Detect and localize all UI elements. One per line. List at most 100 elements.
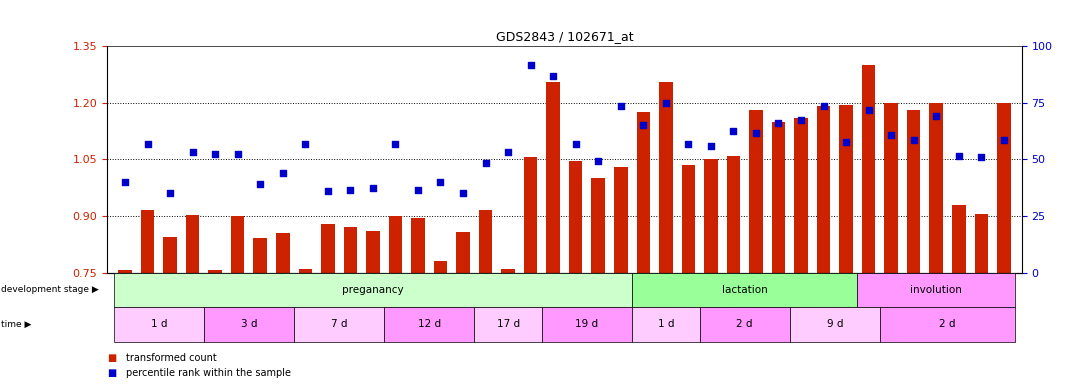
Bar <box>907 110 920 273</box>
Bar <box>456 232 470 273</box>
Bar <box>632 307 700 342</box>
Point <box>364 185 381 191</box>
Point <box>522 62 539 68</box>
Text: development stage ▶: development stage ▶ <box>1 285 98 295</box>
Bar <box>524 157 537 273</box>
Point <box>612 103 629 109</box>
Point <box>274 169 291 175</box>
Bar <box>880 307 1015 342</box>
Point <box>793 117 810 123</box>
Bar <box>321 224 335 273</box>
Point <box>319 189 336 195</box>
Bar <box>186 215 199 273</box>
Bar <box>794 118 808 273</box>
Bar <box>478 210 492 273</box>
Point <box>432 179 449 185</box>
Bar <box>276 233 290 273</box>
Point <box>815 103 832 109</box>
Point <box>635 122 652 129</box>
Point <box>995 137 1012 144</box>
Bar <box>343 227 357 273</box>
Text: 2 d: 2 d <box>939 319 956 329</box>
Point <box>139 141 156 147</box>
Point <box>387 141 404 147</box>
Bar <box>299 269 312 273</box>
Bar <box>682 165 696 273</box>
Point <box>838 139 855 146</box>
Text: time ▶: time ▶ <box>1 320 31 329</box>
Text: involution: involution <box>911 285 962 295</box>
Point <box>500 149 517 155</box>
Bar <box>857 273 1015 307</box>
Bar <box>861 65 875 273</box>
Bar <box>164 237 177 273</box>
Bar <box>411 218 425 273</box>
Bar <box>790 307 880 342</box>
Bar <box>930 103 943 273</box>
Point <box>207 151 224 157</box>
Point <box>477 160 494 166</box>
Bar <box>637 112 651 273</box>
Text: 7 d: 7 d <box>331 319 348 329</box>
Text: 9 d: 9 d <box>826 319 843 329</box>
Point <box>229 151 246 157</box>
Bar <box>384 307 474 342</box>
Text: transformed count: transformed count <box>126 353 217 363</box>
Bar <box>569 161 582 273</box>
Point <box>860 107 877 113</box>
Bar <box>388 216 402 273</box>
Bar <box>366 231 380 273</box>
Text: ■: ■ <box>107 353 117 363</box>
Point <box>973 154 990 161</box>
Point <box>251 181 269 187</box>
Point <box>341 187 358 193</box>
Bar <box>294 307 384 342</box>
Point <box>748 130 765 136</box>
Point <box>724 128 742 134</box>
Bar <box>113 307 204 342</box>
Bar <box>502 269 515 273</box>
Text: 3 d: 3 d <box>241 319 257 329</box>
Bar <box>704 159 718 273</box>
Text: 19 d: 19 d <box>576 319 598 329</box>
Bar <box>204 307 294 342</box>
Point <box>296 141 314 147</box>
Bar <box>839 104 853 273</box>
Bar <box>209 270 221 273</box>
Bar <box>727 156 740 273</box>
Text: preganancy: preganancy <box>342 285 403 295</box>
Bar <box>975 214 988 273</box>
Point <box>590 158 607 164</box>
Point <box>770 121 788 127</box>
Bar <box>119 270 132 273</box>
Bar <box>771 122 785 273</box>
Text: 2 d: 2 d <box>736 319 753 329</box>
Bar <box>254 238 268 273</box>
Bar <box>997 103 1010 273</box>
Bar <box>592 178 605 273</box>
Title: GDS2843 / 102671_at: GDS2843 / 102671_at <box>495 30 633 43</box>
Point <box>950 152 967 159</box>
Bar <box>474 307 541 342</box>
Text: percentile rank within the sample: percentile rank within the sample <box>126 368 291 378</box>
Point <box>905 137 922 144</box>
Text: 17 d: 17 d <box>496 319 520 329</box>
Text: lactation: lactation <box>722 285 767 295</box>
Bar <box>659 82 673 273</box>
Bar <box>816 106 830 273</box>
Bar <box>547 82 560 273</box>
Point <box>657 100 674 106</box>
Bar <box>541 307 632 342</box>
Point <box>545 73 562 79</box>
Text: 1 d: 1 d <box>658 319 674 329</box>
Text: 1 d: 1 d <box>151 319 167 329</box>
Point <box>928 113 945 119</box>
Point <box>567 141 584 147</box>
Bar <box>141 210 154 273</box>
Point <box>184 149 201 155</box>
Point <box>455 190 472 197</box>
Bar <box>749 110 763 273</box>
Text: 12 d: 12 d <box>417 319 441 329</box>
Point <box>117 179 134 185</box>
Bar <box>433 262 447 273</box>
